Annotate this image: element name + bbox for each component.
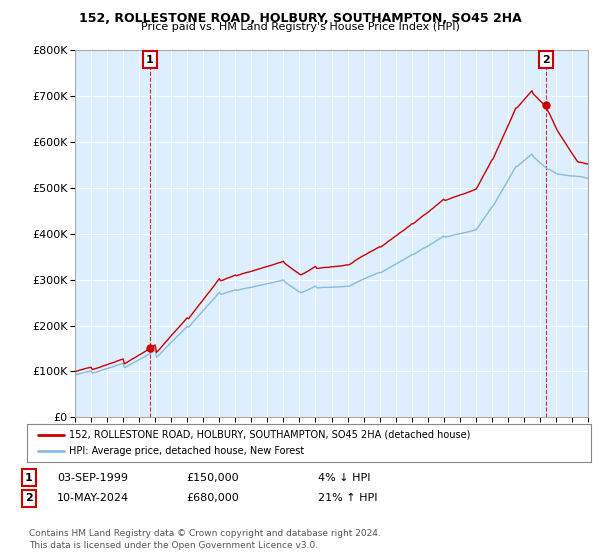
- Text: 1: 1: [25, 473, 32, 483]
- Text: 2: 2: [25, 493, 32, 503]
- Text: 10-MAY-2024: 10-MAY-2024: [57, 493, 129, 503]
- Text: 152, ROLLESTONE ROAD, HOLBURY, SOUTHAMPTON, SO45 2HA (detached house): 152, ROLLESTONE ROAD, HOLBURY, SOUTHAMPT…: [70, 430, 470, 440]
- Text: Contains HM Land Registry data © Crown copyright and database right 2024.: Contains HM Land Registry data © Crown c…: [29, 529, 380, 538]
- Text: 152, ROLLESTONE ROAD, HOLBURY, SOUTHAMPTON, SO45 2HA: 152, ROLLESTONE ROAD, HOLBURY, SOUTHAMPT…: [79, 12, 521, 25]
- Text: 03-SEP-1999: 03-SEP-1999: [57, 473, 128, 483]
- Text: £680,000: £680,000: [186, 493, 239, 503]
- Text: 2: 2: [542, 54, 550, 64]
- Text: £150,000: £150,000: [186, 473, 239, 483]
- Text: 1: 1: [146, 54, 154, 64]
- Text: This data is licensed under the Open Government Licence v3.0.: This data is licensed under the Open Gov…: [29, 542, 318, 550]
- Text: 4% ↓ HPI: 4% ↓ HPI: [318, 473, 371, 483]
- Text: 21% ↑ HPI: 21% ↑ HPI: [318, 493, 377, 503]
- Text: Price paid vs. HM Land Registry's House Price Index (HPI): Price paid vs. HM Land Registry's House …: [140, 22, 460, 32]
- Text: HPI: Average price, detached house, New Forest: HPI: Average price, detached house, New …: [70, 446, 305, 456]
